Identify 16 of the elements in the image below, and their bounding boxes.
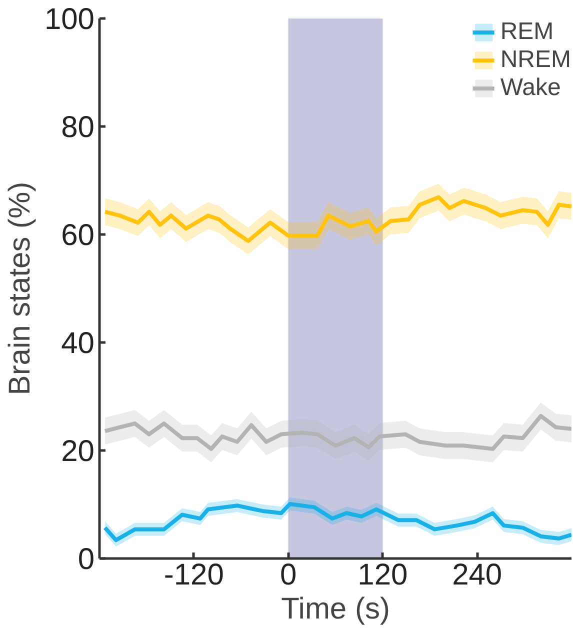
y-tick-label: 60 xyxy=(61,219,95,252)
y-tick-label: 20 xyxy=(61,435,95,468)
legend-label: REM xyxy=(500,18,554,46)
y-axis-title: Brain states (%) xyxy=(3,182,36,396)
x-tick-label: -120 xyxy=(164,558,224,592)
x-axis-title: Time (s) xyxy=(281,592,390,626)
y-tick-label: 40 xyxy=(61,327,95,360)
line-series xyxy=(103,414,572,451)
legend-label: NREM xyxy=(500,46,571,74)
legend-label: Wake xyxy=(500,74,561,102)
x-tick-label: 240 xyxy=(452,558,502,592)
line-series xyxy=(103,195,572,243)
x-tick-label: 0 xyxy=(280,558,297,592)
y-tick-label: 80 xyxy=(61,111,95,144)
y-tick-label: 100 xyxy=(44,3,95,36)
x-tick-label: 120 xyxy=(358,558,408,592)
